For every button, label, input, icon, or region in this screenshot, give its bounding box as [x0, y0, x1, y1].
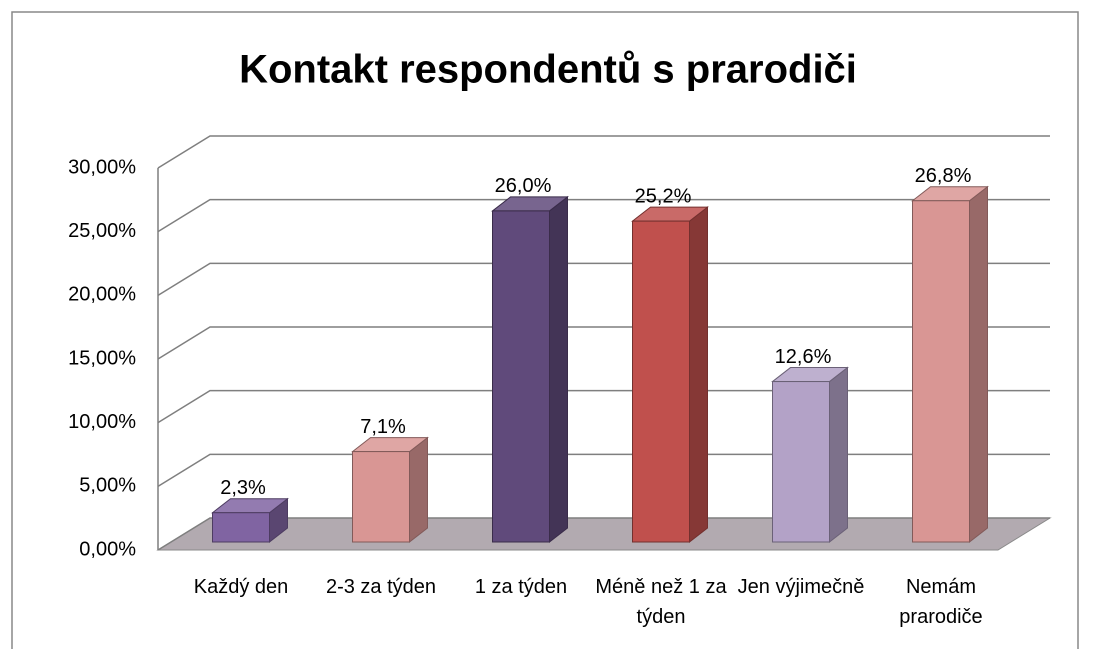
- bar-side: [689, 206, 708, 544]
- bar: [632, 220, 690, 543]
- x-tick-label: Každý den: [193, 576, 289, 598]
- value-label: 26,0%: [495, 175, 552, 197]
- value-label: 2,3%: [220, 477, 266, 499]
- bar-side: [409, 436, 428, 544]
- chart-title: Kontakt respondentů s prarodiči: [239, 48, 857, 92]
- value-label: 7,1%: [360, 416, 406, 438]
- x-tick-label: 2-3 za týden: [325, 576, 437, 598]
- bar: [352, 451, 410, 543]
- y-tick-label: 30,00%: [68, 156, 136, 178]
- y-tick-label: 10,00%: [68, 411, 136, 433]
- bar: [912, 200, 970, 543]
- y-tick-label: 5,00%: [79, 475, 136, 497]
- value-label: 26,8%: [915, 165, 972, 187]
- y-tick-label: 25,00%: [68, 220, 136, 242]
- value-label: 25,2%: [635, 185, 692, 207]
- y-tick-label: 15,00%: [68, 347, 136, 369]
- y-tick-label: 0,00%: [79, 538, 136, 560]
- grid-line: [157, 198, 1050, 233]
- bar: [212, 512, 270, 543]
- bar-side: [829, 366, 848, 544]
- x-tick-label: Nemám prarodiče: [899, 576, 983, 628]
- y-tick-label: 20,00%: [68, 284, 136, 306]
- bar-side: [969, 185, 988, 544]
- grid-line: [157, 453, 1050, 487]
- x-tick-label: 1 za týden: [474, 576, 568, 598]
- bar-side: [549, 195, 568, 544]
- grid-line: [157, 135, 1050, 169]
- grid-line: [157, 389, 1050, 424]
- grid-line: [157, 517, 1050, 551]
- x-tick-label: Jen výjimečně: [737, 576, 865, 598]
- grid-line: [157, 262, 1050, 296]
- value-label: 12,6%: [775, 346, 832, 368]
- x-tick-label: Méně než 1 za týden: [595, 576, 727, 628]
- grid-line: [157, 326, 1050, 360]
- bar: [492, 210, 550, 543]
- bar: [772, 381, 830, 543]
